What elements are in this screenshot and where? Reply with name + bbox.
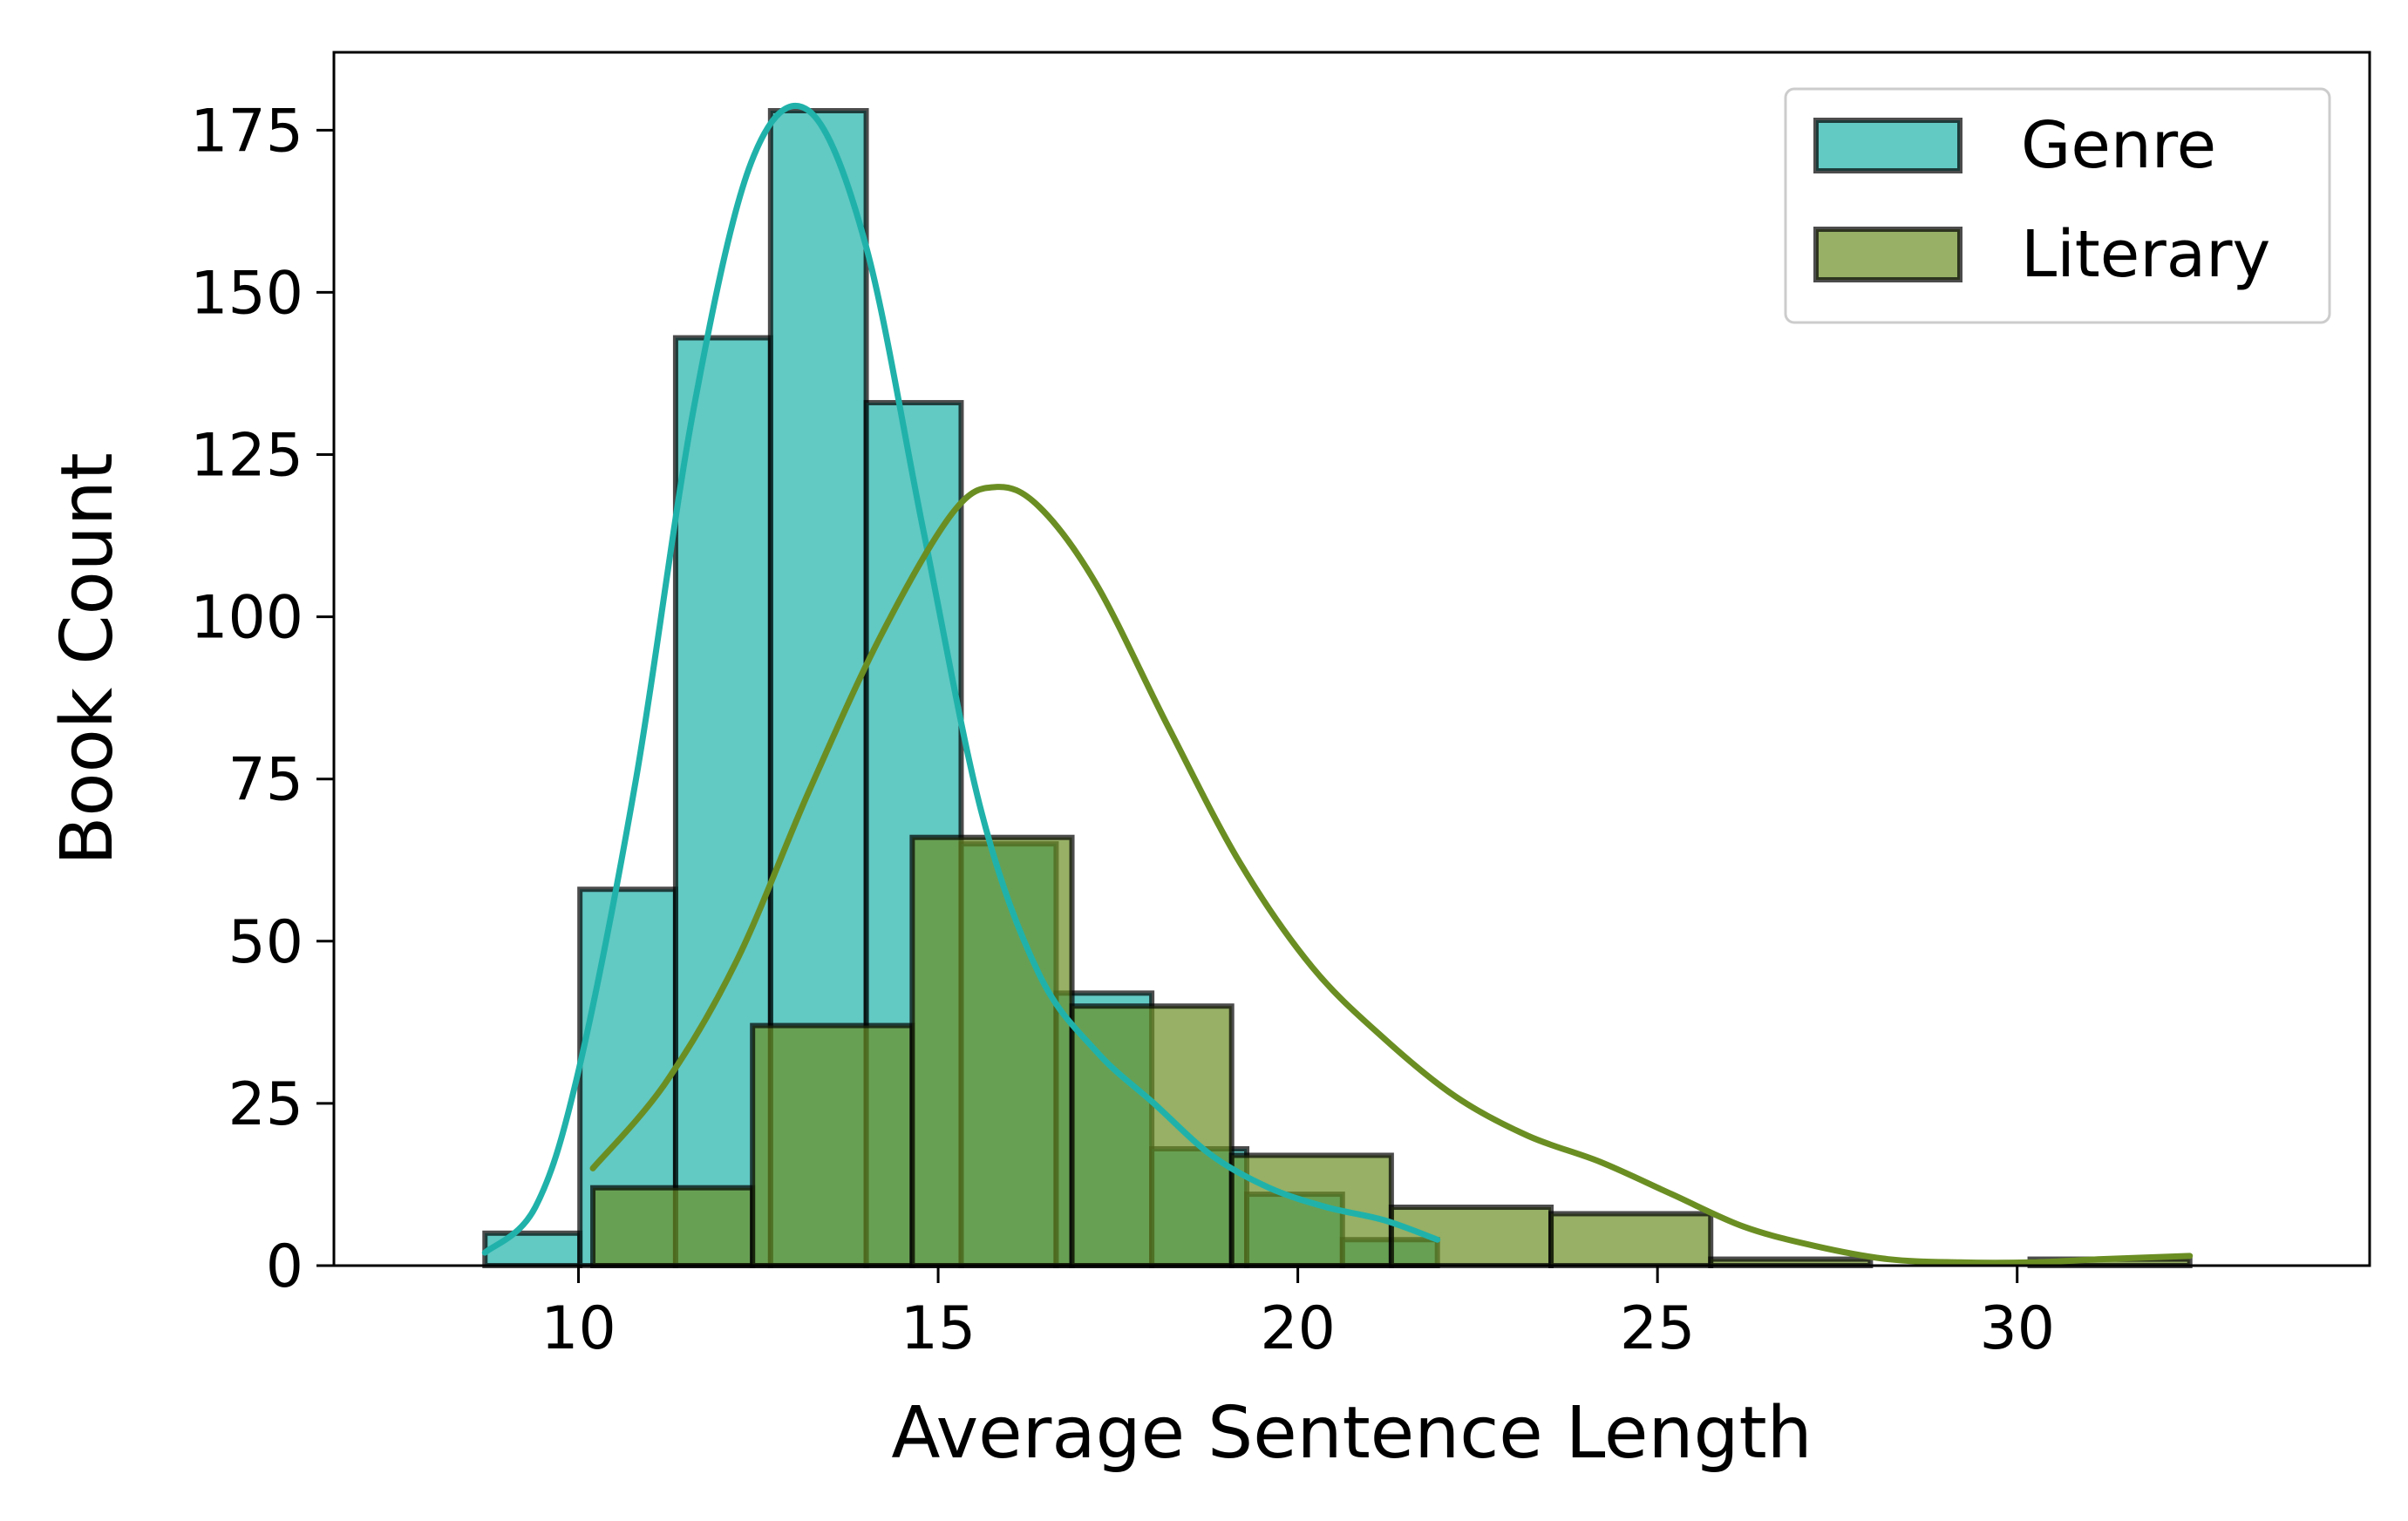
histogram-bar-literary [1069, 1003, 1235, 1268]
x-tick-label: 10 [541, 1294, 616, 1363]
legend: Genre Literary [1784, 87, 2331, 324]
ticks-layer: 10 15 20 25 30 0 25 50 75 100 125 150 175 [190, 97, 2055, 1363]
kde-curve-literary [589, 484, 2194, 1266]
kde-curve-genre [481, 103, 1441, 1256]
legend-swatch-literary [1813, 227, 1962, 282]
legend-label-genre: Genre [2021, 108, 2216, 183]
legend-swatch-genre [1813, 118, 1962, 173]
histogram-bar-literary [1228, 1152, 1394, 1269]
x-tick-label: 30 [1979, 1294, 2055, 1363]
y-tick-label: 150 [190, 259, 303, 328]
histogram-bar-literary [750, 1022, 915, 1268]
y-tick-label: 25 [228, 1070, 303, 1139]
histogram-bar-literary [590, 1185, 756, 1269]
histogram-bar-literary [909, 834, 1075, 1268]
y-tick-label: 50 [228, 908, 303, 977]
histogram-bar-literary [1388, 1205, 1554, 1269]
x-tick-label: 20 [1260, 1294, 1336, 1363]
plot-frame [332, 51, 2371, 1267]
x-tick-label: 25 [1620, 1294, 1696, 1363]
y-tick-label: 75 [228, 746, 303, 815]
bars-layer [482, 107, 2193, 1269]
y-tick-label: 125 [190, 422, 303, 491]
kde-layer [481, 103, 2194, 1266]
y-tick-label: 0 [266, 1232, 303, 1301]
histogram-bar-literary [1548, 1211, 1714, 1269]
x-tick-label: 15 [901, 1294, 976, 1363]
y-tick-label: 100 [190, 584, 303, 653]
y-axis-label: Book Count [46, 452, 129, 866]
legend-label-literary: Literary [2021, 217, 2270, 292]
y-tick-label: 175 [190, 97, 303, 166]
histogram-bar-genre [482, 1230, 583, 1269]
x-axis-label: Average Sentence Length [891, 1392, 1812, 1475]
